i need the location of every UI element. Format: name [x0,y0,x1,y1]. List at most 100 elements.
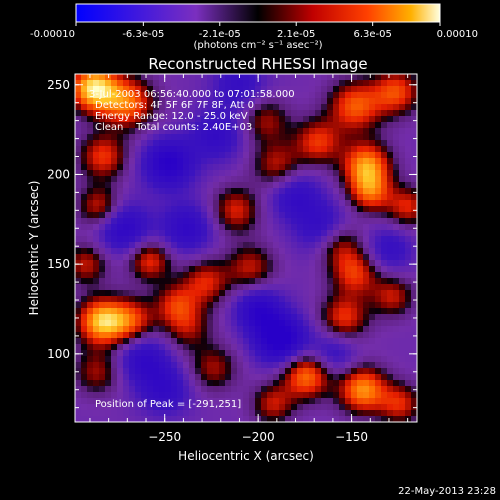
heatmap-cell [147,158,154,165]
heatmap-cell [123,404,130,411]
heatmap-cell [297,92,304,99]
heatmap-cell [93,182,100,189]
heatmap-cell [405,224,412,231]
heatmap-cell [219,74,226,81]
heatmap-cell [237,320,244,327]
heatmap-cell [279,344,286,351]
heatmap-cell [87,164,94,171]
heatmap-cell [327,230,334,237]
heatmap-cell [225,308,232,315]
heatmap-cell [249,164,256,171]
heatmap-cell [297,284,304,291]
heatmap-cell [87,230,94,237]
heatmap-cell [117,272,124,279]
heatmap-cell [99,86,106,93]
heatmap-cell [381,230,388,237]
peak-position-label: Position of Peak = [-291,251] [95,399,241,410]
heatmap-cell [321,308,328,315]
heatmap-cell [303,398,310,405]
heatmap-cell [267,230,274,237]
heatmap-cell [243,374,250,381]
heatmap-cell [93,302,100,309]
heatmap-cell [117,86,124,93]
heatmap-cell [213,122,220,129]
heatmap-cell [111,284,118,291]
heatmap-cell [189,140,196,147]
heatmap-cell [195,110,202,117]
heatmap-cell [411,350,418,357]
heatmap-cell [291,176,298,183]
heatmap-cell [171,80,178,87]
heatmap-cell [405,230,412,237]
heatmap-cell [165,308,172,315]
heatmap-cell [141,80,148,87]
heatmap-cell [105,122,112,129]
heatmap-cell [135,86,142,93]
heatmap-cell [123,254,130,261]
heatmap-cell [75,242,82,249]
heatmap-cell [309,380,316,387]
heatmap-cell [363,164,370,171]
heatmap-cell [219,254,226,261]
heatmap-cell [171,380,178,387]
heatmap-cell [243,86,250,93]
heatmap-cell [99,200,106,207]
heatmap-cell [411,362,418,369]
heatmap-cell [267,320,274,327]
heatmap-cell [93,338,100,345]
heatmap-cell [249,398,256,405]
heatmap-cell [99,344,106,351]
heatmap-cell [303,386,310,393]
heatmap-cell [159,218,166,225]
heatmap-cell [357,110,364,117]
heatmap-cell [339,266,346,273]
heatmap-cell [171,392,178,399]
heatmap-cell [381,212,388,219]
heatmap-cell [375,254,382,261]
heatmap-cell [303,218,310,225]
heatmap-cell [195,398,202,405]
heatmap-cell [333,278,340,285]
heatmap-cell [387,230,394,237]
heatmap-cell [99,254,106,261]
heatmap-cell [375,206,382,213]
heatmap-cell [321,362,328,369]
heatmap-cell [297,224,304,231]
heatmap-cell [321,260,328,267]
heatmap-cell [345,362,352,369]
heatmap-cell [219,374,226,381]
heatmap-cell [285,302,292,309]
heatmap-cell [135,314,142,321]
heatmap-cell [351,308,358,315]
heatmap-cell [165,128,172,135]
heatmap-cell [273,140,280,147]
heatmap-cell [195,116,202,123]
heatmap-cell [213,380,220,387]
heatmap-cell [309,296,316,303]
heatmap-cell [177,362,184,369]
heatmap-cell [279,308,286,315]
heatmap-cell [189,110,196,117]
heatmap-cell [201,368,208,375]
heatmap-cell [93,194,100,201]
heatmap-cell [219,260,226,267]
heatmap-cell [285,284,292,291]
heatmap-cell [171,164,178,171]
heatmap-cell [279,374,286,381]
heatmap-cell [195,212,202,219]
colorbar-tick-label: 0.00010 [437,29,478,40]
heatmap-cell [255,296,262,303]
heatmap-cell [87,374,94,381]
heatmap-cell [177,182,184,189]
heatmap-cell [339,260,346,267]
heatmap-cell [243,134,250,141]
heatmap-cell [213,404,220,411]
heatmap-cell [255,344,262,351]
heatmap-cell [225,404,232,411]
heatmap-cell [387,332,394,339]
heatmap-cell [177,80,184,87]
heatmap-cell [93,110,100,117]
heatmap-image [75,74,418,423]
heatmap-cell [369,296,376,303]
heatmap-cell [159,92,166,99]
